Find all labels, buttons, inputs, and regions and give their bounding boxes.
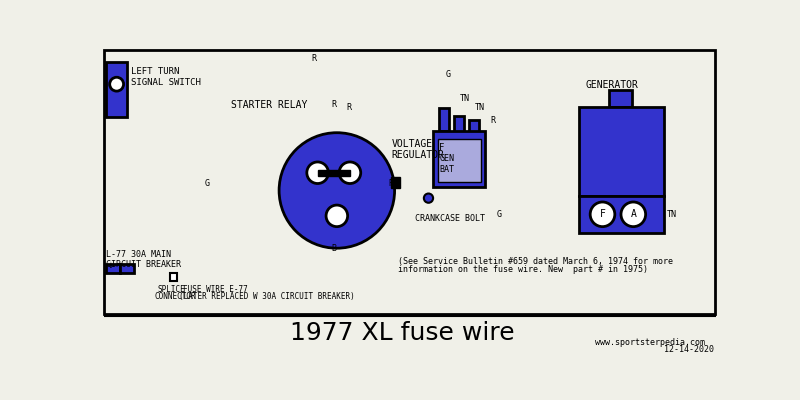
Bar: [438, 139, 481, 182]
Text: ↓: ↓: [107, 260, 114, 270]
Text: G: G: [497, 210, 502, 219]
Text: G: G: [446, 70, 450, 78]
Text: R: R: [491, 116, 496, 125]
Circle shape: [339, 162, 361, 184]
Bar: [390, 177, 400, 188]
Text: TN: TN: [474, 104, 485, 112]
Text: GEN: GEN: [439, 154, 454, 163]
Text: F: F: [439, 144, 445, 152]
Text: (See Service Bulletin #659 dated March 6, 1974 for more: (See Service Bulletin #659 dated March 6…: [398, 258, 674, 266]
Bar: [106, 62, 127, 117]
Text: R: R: [347, 104, 352, 112]
Text: L-77 30A MAIN
CIRCUIT BREAKER: L-77 30A MAIN CIRCUIT BREAKER: [106, 250, 181, 269]
Circle shape: [621, 202, 646, 227]
Text: (LATER REPLACED W 30A CIRCUIT BREAKER): (LATER REPLACED W 30A CIRCUIT BREAKER): [179, 292, 354, 301]
Circle shape: [590, 202, 615, 227]
Text: VOLTAGE
REGULATOR: VOLTAGE REGULATOR: [391, 139, 444, 160]
Bar: [469, 120, 478, 137]
Text: G: G: [205, 179, 210, 188]
Circle shape: [424, 194, 433, 203]
Text: A: A: [630, 209, 636, 219]
Text: R: R: [331, 100, 337, 109]
Bar: [439, 108, 450, 131]
Bar: [454, 116, 464, 136]
Text: 12-14-2020: 12-14-2020: [664, 345, 714, 354]
Bar: [579, 107, 664, 196]
Text: TN: TN: [666, 210, 677, 219]
Bar: [104, 50, 715, 314]
Text: CONNECTOR: CONNECTOR: [154, 292, 196, 301]
Text: R: R: [311, 54, 317, 63]
Text: www.sportsterpedia.com: www.sportsterpedia.com: [594, 338, 705, 347]
Bar: [121, 264, 134, 273]
Bar: [494, 52, 714, 287]
Text: information on the fuse wire. New  part # in 1975): information on the fuse wire. New part #…: [398, 265, 649, 274]
Bar: [318, 170, 350, 176]
Text: STARTER RELAY: STARTER RELAY: [231, 100, 308, 110]
Text: LEFT TURN
SIGNAL SWITCH: LEFT TURN SIGNAL SWITCH: [131, 67, 201, 87]
Text: F: F: [599, 209, 606, 219]
Circle shape: [326, 205, 348, 227]
Text: SPLICE: SPLICE: [158, 285, 185, 294]
Text: CRANKCASE BOLT: CRANKCASE BOLT: [415, 214, 486, 222]
Text: R: R: [389, 179, 394, 188]
Text: FUSE WIRE E-77: FUSE WIRE E-77: [183, 285, 248, 294]
Circle shape: [307, 162, 328, 184]
Bar: [609, 90, 632, 107]
Text: GENERATOR: GENERATOR: [586, 80, 638, 90]
Bar: [106, 264, 120, 273]
Text: BAT: BAT: [439, 165, 454, 174]
Bar: [202, 52, 390, 287]
Bar: [433, 131, 486, 186]
Bar: [579, 196, 664, 233]
Text: 1977 XL fuse wire: 1977 XL fuse wire: [290, 321, 514, 345]
Bar: [390, 52, 494, 287]
Bar: [170, 273, 178, 280]
Text: B: B: [331, 244, 337, 253]
Circle shape: [110, 77, 123, 91]
Text: TN: TN: [460, 94, 470, 103]
Circle shape: [279, 133, 394, 248]
